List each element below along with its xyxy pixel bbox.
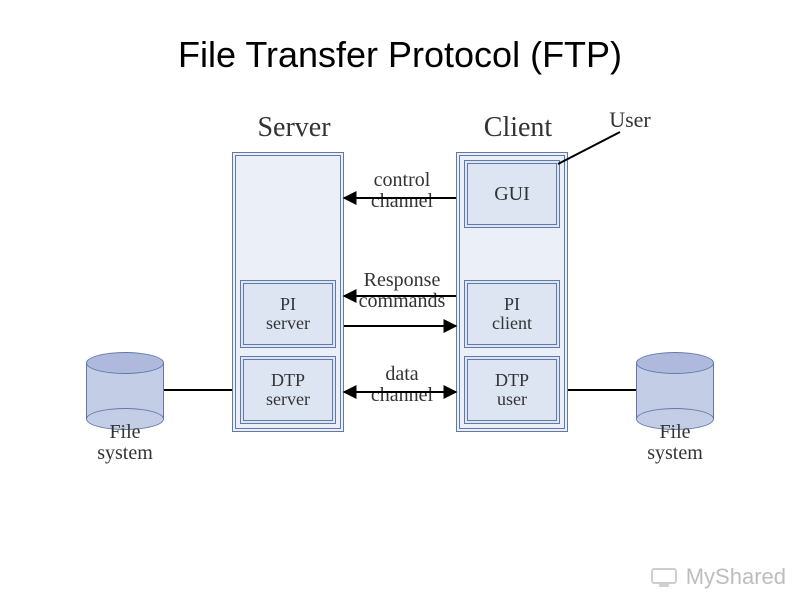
client-column-label: Client: [458, 112, 578, 144]
right-file-system-cylinder: [636, 352, 714, 430]
left-file-system-label: Filesystem: [76, 422, 174, 464]
dtp-server-box: DTPserver: [240, 356, 336, 424]
dtp-user-box: DTPuser: [464, 356, 560, 424]
response-commands-label: Responsecommands: [352, 270, 452, 312]
data-channel-label: datachannel: [352, 364, 452, 406]
page-title: File Transfer Protocol (FTP): [0, 34, 800, 76]
user-label: User: [590, 108, 670, 131]
pi-client-box: PIclient: [464, 280, 560, 348]
server-column-label: Server: [234, 112, 354, 144]
gui-box: GUI: [464, 160, 560, 228]
right-file-system-label: Filesystem: [626, 422, 724, 464]
watermark-icon: [650, 566, 678, 588]
control-channel-label: controlchannel: [352, 170, 452, 212]
pi-server-box: PIserver: [240, 280, 336, 348]
watermark: MyShared: [650, 564, 786, 590]
watermark-text: MyShared: [686, 564, 786, 590]
left-file-system-cylinder: [86, 352, 164, 430]
